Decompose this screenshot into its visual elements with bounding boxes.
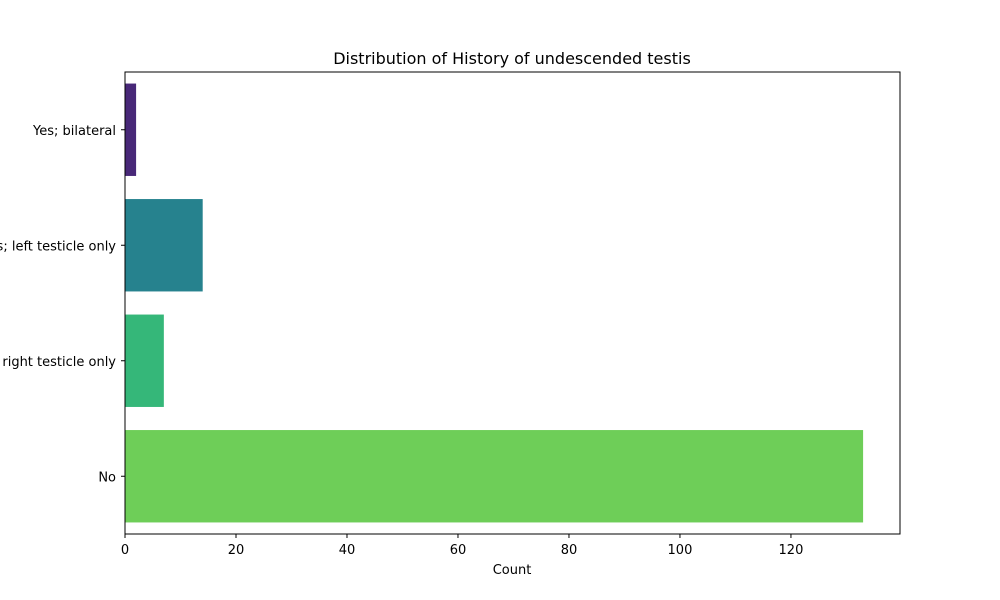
y-tick-label: Yes; right testicle only <box>0 355 116 370</box>
y-tick-label: Yes; left testicle only <box>0 239 116 254</box>
x-tick-label: 0 <box>121 543 129 558</box>
x-axis-ticks: 0 20 40 60 80 100 120 <box>121 534 804 558</box>
bars-group <box>125 83 864 523</box>
y-tick-label: No <box>98 470 116 485</box>
chart-title: Distribution of History of undescended t… <box>333 49 691 68</box>
y-axis-ticks: Yes; bilateral Yes; left testicle only Yes… <box>0 124 125 485</box>
bar <box>125 430 864 523</box>
x-tick-label: 20 <box>228 543 245 558</box>
x-tick-label: 100 <box>668 543 693 558</box>
y-tick-label: Yes; bilateral <box>32 124 116 139</box>
bar <box>125 314 164 407</box>
x-tick-label: 40 <box>339 543 356 558</box>
x-tick-label: 60 <box>450 543 467 558</box>
x-axis-label: Count <box>493 563 532 578</box>
x-tick-label: 80 <box>561 543 578 558</box>
bar <box>125 83 137 176</box>
x-tick-label: 120 <box>779 543 804 558</box>
bar <box>125 199 203 292</box>
plot-frame <box>124 71 901 535</box>
